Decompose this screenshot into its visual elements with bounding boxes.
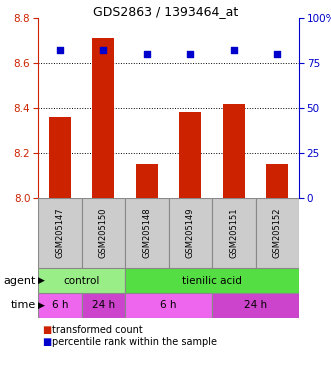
Bar <box>125 198 168 268</box>
Bar <box>38 293 81 318</box>
Bar <box>223 104 245 198</box>
Bar <box>125 293 212 318</box>
Text: GSM205149: GSM205149 <box>186 208 195 258</box>
Point <box>275 51 280 57</box>
Bar <box>38 198 81 268</box>
Bar <box>125 268 299 293</box>
Text: control: control <box>63 275 100 285</box>
Text: GSM205151: GSM205151 <box>229 208 238 258</box>
Text: time: time <box>11 301 36 311</box>
Text: tienilic acid: tienilic acid <box>182 275 242 285</box>
Point <box>231 47 236 53</box>
Text: GSM205152: GSM205152 <box>273 208 282 258</box>
Text: transformed count: transformed count <box>52 325 143 335</box>
Bar <box>81 198 125 268</box>
Bar <box>212 293 299 318</box>
Point <box>101 47 106 53</box>
Bar <box>179 113 201 198</box>
Bar <box>136 164 158 198</box>
Bar <box>256 198 299 268</box>
Text: agent: agent <box>4 275 36 285</box>
Point <box>188 51 193 57</box>
Text: 24 h: 24 h <box>92 301 115 311</box>
Text: GSM205147: GSM205147 <box>55 208 64 258</box>
Bar <box>49 117 71 198</box>
Bar <box>266 164 288 198</box>
Text: percentile rank within the sample: percentile rank within the sample <box>52 337 217 347</box>
Text: 24 h: 24 h <box>244 301 267 311</box>
Bar <box>81 293 125 318</box>
Text: 6 h: 6 h <box>160 301 177 311</box>
Text: 6 h: 6 h <box>52 301 68 311</box>
Bar <box>38 268 125 293</box>
Bar <box>212 198 256 268</box>
Text: ■: ■ <box>42 325 51 335</box>
Point <box>144 51 149 57</box>
Point <box>57 47 63 53</box>
Text: GSM205150: GSM205150 <box>99 208 108 258</box>
Text: ■: ■ <box>42 337 51 347</box>
Bar <box>92 38 114 198</box>
Text: GDS2863 / 1393464_at: GDS2863 / 1393464_at <box>93 5 238 18</box>
Text: ▶: ▶ <box>38 301 45 310</box>
Text: GSM205148: GSM205148 <box>142 208 151 258</box>
Text: ▶: ▶ <box>38 276 45 285</box>
Bar <box>168 198 212 268</box>
